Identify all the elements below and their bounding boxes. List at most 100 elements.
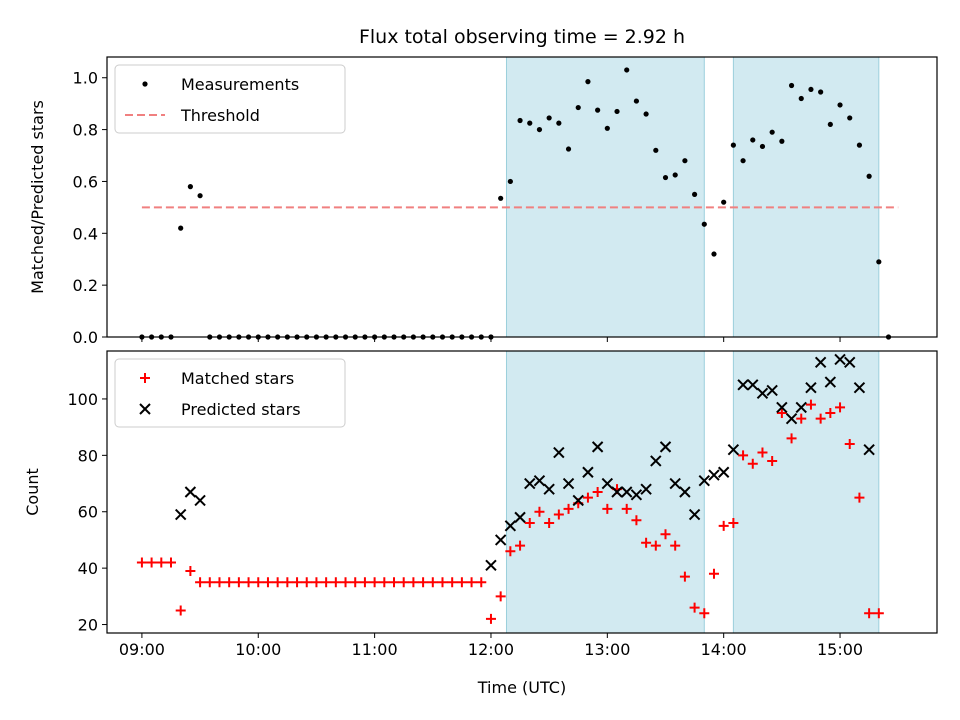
bottom-series-0-point-35 — [476, 577, 487, 588]
bottom-series-1-point-8 — [533, 475, 546, 487]
top-series-0-point-59 — [711, 251, 717, 257]
bottom-series-0-point-72 — [835, 402, 846, 413]
bottom-series-1-point-18 — [630, 489, 643, 501]
bottom-series-0-point-10 — [233, 577, 244, 588]
top-series-0-point-67 — [788, 82, 795, 89]
top-series-0-point-52 — [643, 111, 649, 117]
bottom-series-0-point-28 — [408, 577, 419, 588]
top-series-0-point-54 — [662, 174, 669, 181]
bottom-series-1-point-34 — [785, 412, 798, 425]
x-tick-label-4: 13:00 — [584, 640, 630, 659]
top-series-0-point-56 — [682, 158, 688, 164]
top-series-0-point-38 — [507, 178, 513, 185]
bottom-series-1-point-13 — [582, 466, 594, 478]
bottom-series-0-point-2 — [156, 557, 167, 568]
bottom-series-0-point-40 — [524, 518, 535, 529]
top-y-tick-label-0: 0.0 — [73, 328, 98, 347]
bottom-series-0-point-76 — [873, 608, 884, 619]
bottom-series-0-point-63 — [747, 458, 758, 469]
bottom-series-1-point-41 — [853, 381, 866, 394]
bottom-series-1-point-22 — [669, 477, 681, 490]
bottom-series-0-point-67 — [786, 433, 797, 444]
top-series-0-point-55 — [672, 172, 678, 178]
bottom-series-1-point-27 — [717, 466, 730, 478]
x-tick-label-2: 11:00 — [352, 640, 398, 659]
bottom-series-1-point-35 — [795, 401, 807, 414]
bottom-series-0-point-65 — [767, 455, 778, 466]
bottom-series-0-point-30 — [427, 577, 438, 588]
top-series-0-point-74 — [856, 142, 863, 148]
bottom-series-0-point-3 — [165, 557, 176, 568]
top-series-0-point-45 — [575, 104, 581, 111]
bottom-series-1-point-3 — [485, 559, 497, 572]
bottom-series-0-point-29 — [418, 577, 429, 588]
bottom-series-1-point-5 — [504, 520, 517, 532]
bottom-series-0-point-14 — [272, 577, 283, 588]
x-tick-label-3: 12:00 — [468, 640, 514, 659]
bottom-y-tick-label-4: 100 — [67, 390, 98, 409]
top-y-tick-label-1: 0.2 — [73, 276, 98, 295]
bottom-series-0-point-50 — [621, 503, 632, 514]
bottom-series-0-point-55 — [670, 540, 681, 551]
top-series-0-point-73 — [847, 115, 853, 121]
bottom-series-1-point-9 — [543, 483, 555, 495]
bottom-series-1-point-38 — [824, 376, 837, 388]
bottom-series-1-point-40 — [844, 356, 856, 368]
top-series-0-point-58 — [701, 221, 707, 227]
top-legend-label-0: Measurements — [181, 75, 299, 94]
bottom-series-0-point-0 — [136, 557, 147, 568]
bottom-series-0-point-33 — [456, 577, 467, 588]
bottom-series-0-point-46 — [582, 492, 593, 503]
bottom-series-1-point-2 — [194, 494, 206, 507]
bottom-shaded-region-1 — [732, 350, 880, 634]
top-series-0-point-71 — [827, 121, 833, 128]
bottom-series-0-point-8 — [214, 577, 225, 588]
bottom-series-0-point-44 — [563, 503, 574, 514]
bottom-series-0-point-69 — [805, 399, 816, 410]
bottom-series-0-point-9 — [224, 577, 235, 588]
bottom-series-0-point-68 — [796, 413, 807, 424]
bottom-series-0-point-27 — [398, 577, 409, 588]
bottom-series-0-point-23 — [359, 577, 370, 588]
top-series-0-point-72 — [837, 102, 843, 108]
bottom-series-1-point-39 — [834, 353, 846, 366]
bottom-series-1-point-0 — [174, 508, 187, 521]
bottom-series-1-point-19 — [640, 483, 652, 495]
top-y-tick-label-5: 1.0 — [73, 69, 98, 88]
bottom-series-1-point-11 — [562, 477, 575, 490]
top-series-0-point-6 — [197, 193, 203, 199]
top-series-0-point-76 — [876, 259, 882, 265]
bottom-series-1-point-12 — [572, 494, 584, 507]
bottom-series-0-point-32 — [447, 577, 458, 588]
top-series-0-point-75 — [866, 173, 872, 179]
top-series-0-point-39 — [517, 117, 523, 124]
bottom-series-0-point-56 — [679, 571, 690, 582]
bottom-series-1-point-29 — [737, 379, 749, 391]
bottom-axes-frame — [106, 350, 938, 634]
top-legend-marker-0 — [142, 81, 148, 87]
bottom-series-0-point-4 — [175, 605, 186, 616]
bottom-series-1-point-23 — [679, 486, 691, 498]
top-series-0-point-51 — [633, 98, 640, 104]
bottom-series-0-point-11 — [243, 577, 254, 588]
bottom-series-0-point-25 — [379, 577, 390, 588]
bottom-series-0-point-59 — [708, 568, 719, 579]
bottom-series-0-point-6 — [195, 577, 206, 588]
top-series-0-point-70 — [818, 89, 824, 95]
bottom-series-0-point-13 — [262, 577, 273, 588]
top-series-0-point-60 — [721, 199, 727, 205]
bottom-y-tick-label-2: 60 — [78, 503, 98, 522]
bottom-series-0-point-7 — [204, 577, 215, 588]
x-tick-label-0: 09:00 — [119, 640, 165, 659]
top-series-0-point-61 — [730, 142, 736, 148]
bottom-series-1-point-28 — [727, 443, 740, 456]
top-series-0-point-4 — [178, 225, 184, 231]
bottom-series-1-point-14 — [591, 441, 604, 453]
bottom-series-0-point-18 — [311, 577, 322, 588]
bottom-series-1-point-20 — [650, 455, 662, 467]
bottom-series-1-point-42 — [863, 443, 875, 456]
top-series-0-point-69 — [808, 86, 814, 93]
bottom-series-1-point-17 — [621, 486, 633, 498]
top-axes-frame — [106, 56, 938, 338]
